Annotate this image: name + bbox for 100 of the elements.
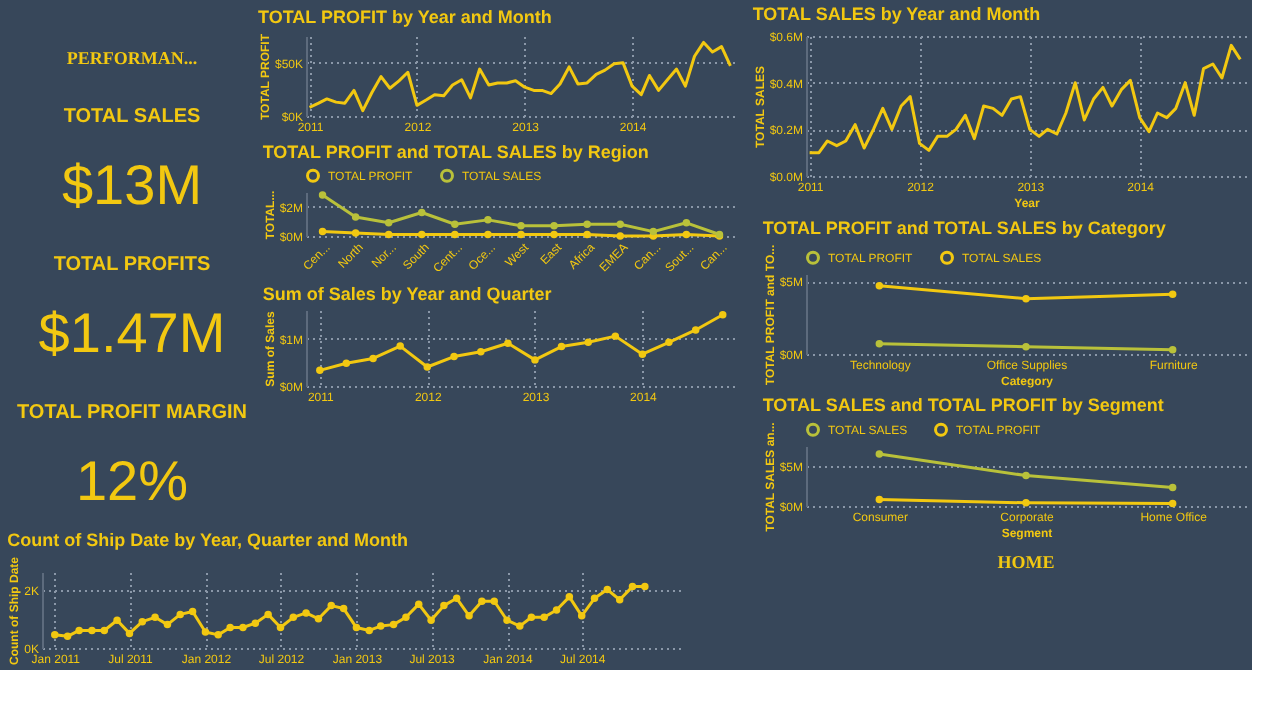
point — [327, 601, 335, 610]
point — [125, 629, 134, 638]
point — [415, 600, 423, 608]
point — [628, 582, 637, 591]
point — [418, 208, 426, 217]
text: $13M — [61, 154, 203, 216]
point — [239, 623, 247, 632]
point — [682, 219, 691, 227]
chart-title: TOTAL PROFIT and TOTAL SALES by Category — [762, 217, 1166, 238]
point — [63, 632, 72, 641]
point — [665, 338, 673, 347]
point — [351, 229, 360, 237]
point — [691, 326, 700, 334]
point — [389, 620, 398, 629]
point — [516, 622, 524, 630]
point — [451, 230, 459, 239]
point — [1168, 345, 1177, 354]
line-series — [808, 43, 1242, 155]
point — [318, 227, 327, 236]
point — [452, 594, 461, 603]
chart-title: TOTAL PROFIT by Year and Month — [257, 6, 552, 27]
point — [369, 354, 377, 363]
point — [138, 617, 147, 626]
point — [365, 626, 373, 635]
point — [384, 219, 393, 227]
point — [477, 348, 485, 356]
point — [875, 340, 884, 348]
point — [504, 339, 512, 347]
point — [251, 619, 260, 627]
point — [450, 352, 458, 361]
point — [550, 222, 558, 230]
point — [649, 227, 658, 236]
point — [88, 626, 96, 635]
point — [875, 281, 884, 290]
point — [188, 607, 197, 616]
point — [603, 585, 612, 594]
line-series — [308, 40, 732, 113]
point — [427, 616, 435, 624]
point — [550, 230, 558, 239]
point — [201, 628, 210, 636]
point — [318, 191, 327, 199]
point — [264, 610, 272, 619]
point — [342, 359, 351, 367]
point — [490, 597, 498, 605]
point — [226, 623, 234, 632]
point — [484, 216, 492, 224]
point — [527, 613, 536, 622]
point — [875, 450, 884, 458]
point — [484, 230, 492, 239]
point — [565, 593, 574, 601]
point — [402, 613, 410, 622]
point — [517, 230, 525, 239]
point — [316, 366, 324, 375]
point — [151, 613, 159, 622]
point — [1168, 290, 1177, 299]
point — [176, 610, 184, 619]
point — [314, 615, 323, 623]
point — [682, 230, 691, 239]
point — [289, 613, 298, 622]
point — [351, 213, 360, 221]
point — [577, 612, 586, 620]
chart-title: TOTAL SALES and TOTAL PROFIT by Segment — [762, 395, 1164, 416]
point — [590, 594, 599, 603]
point — [719, 311, 727, 319]
text: HOME — [997, 552, 1055, 572]
text: 12% — [75, 450, 189, 512]
point — [1168, 499, 1177, 508]
point — [352, 623, 361, 632]
point — [1022, 294, 1030, 303]
point — [51, 631, 59, 639]
point — [1022, 342, 1030, 351]
point — [611, 332, 620, 340]
point — [552, 606, 561, 614]
point — [339, 604, 348, 613]
point — [418, 230, 426, 239]
point — [584, 338, 592, 347]
point — [100, 626, 109, 635]
point — [478, 597, 486, 605]
point — [583, 220, 591, 228]
point — [214, 631, 222, 639]
point — [1168, 483, 1177, 492]
chart-title: Count of Ship Date by Year, Quarter and Month — [7, 530, 409, 551]
point — [1022, 471, 1030, 480]
point — [875, 495, 884, 504]
text: TOTAL PROFITS — [53, 254, 211, 276]
point — [616, 220, 624, 228]
point — [276, 623, 285, 632]
point — [540, 613, 548, 622]
text: TOTAL SALES — [63, 106, 201, 128]
point — [517, 222, 525, 230]
point — [583, 230, 591, 239]
point — [465, 612, 473, 620]
text: $1.47M — [38, 302, 226, 364]
point — [641, 582, 649, 591]
point — [302, 609, 310, 617]
point — [503, 616, 511, 624]
point — [531, 356, 539, 364]
point — [113, 616, 121, 624]
point — [423, 363, 431, 371]
point — [384, 230, 393, 239]
